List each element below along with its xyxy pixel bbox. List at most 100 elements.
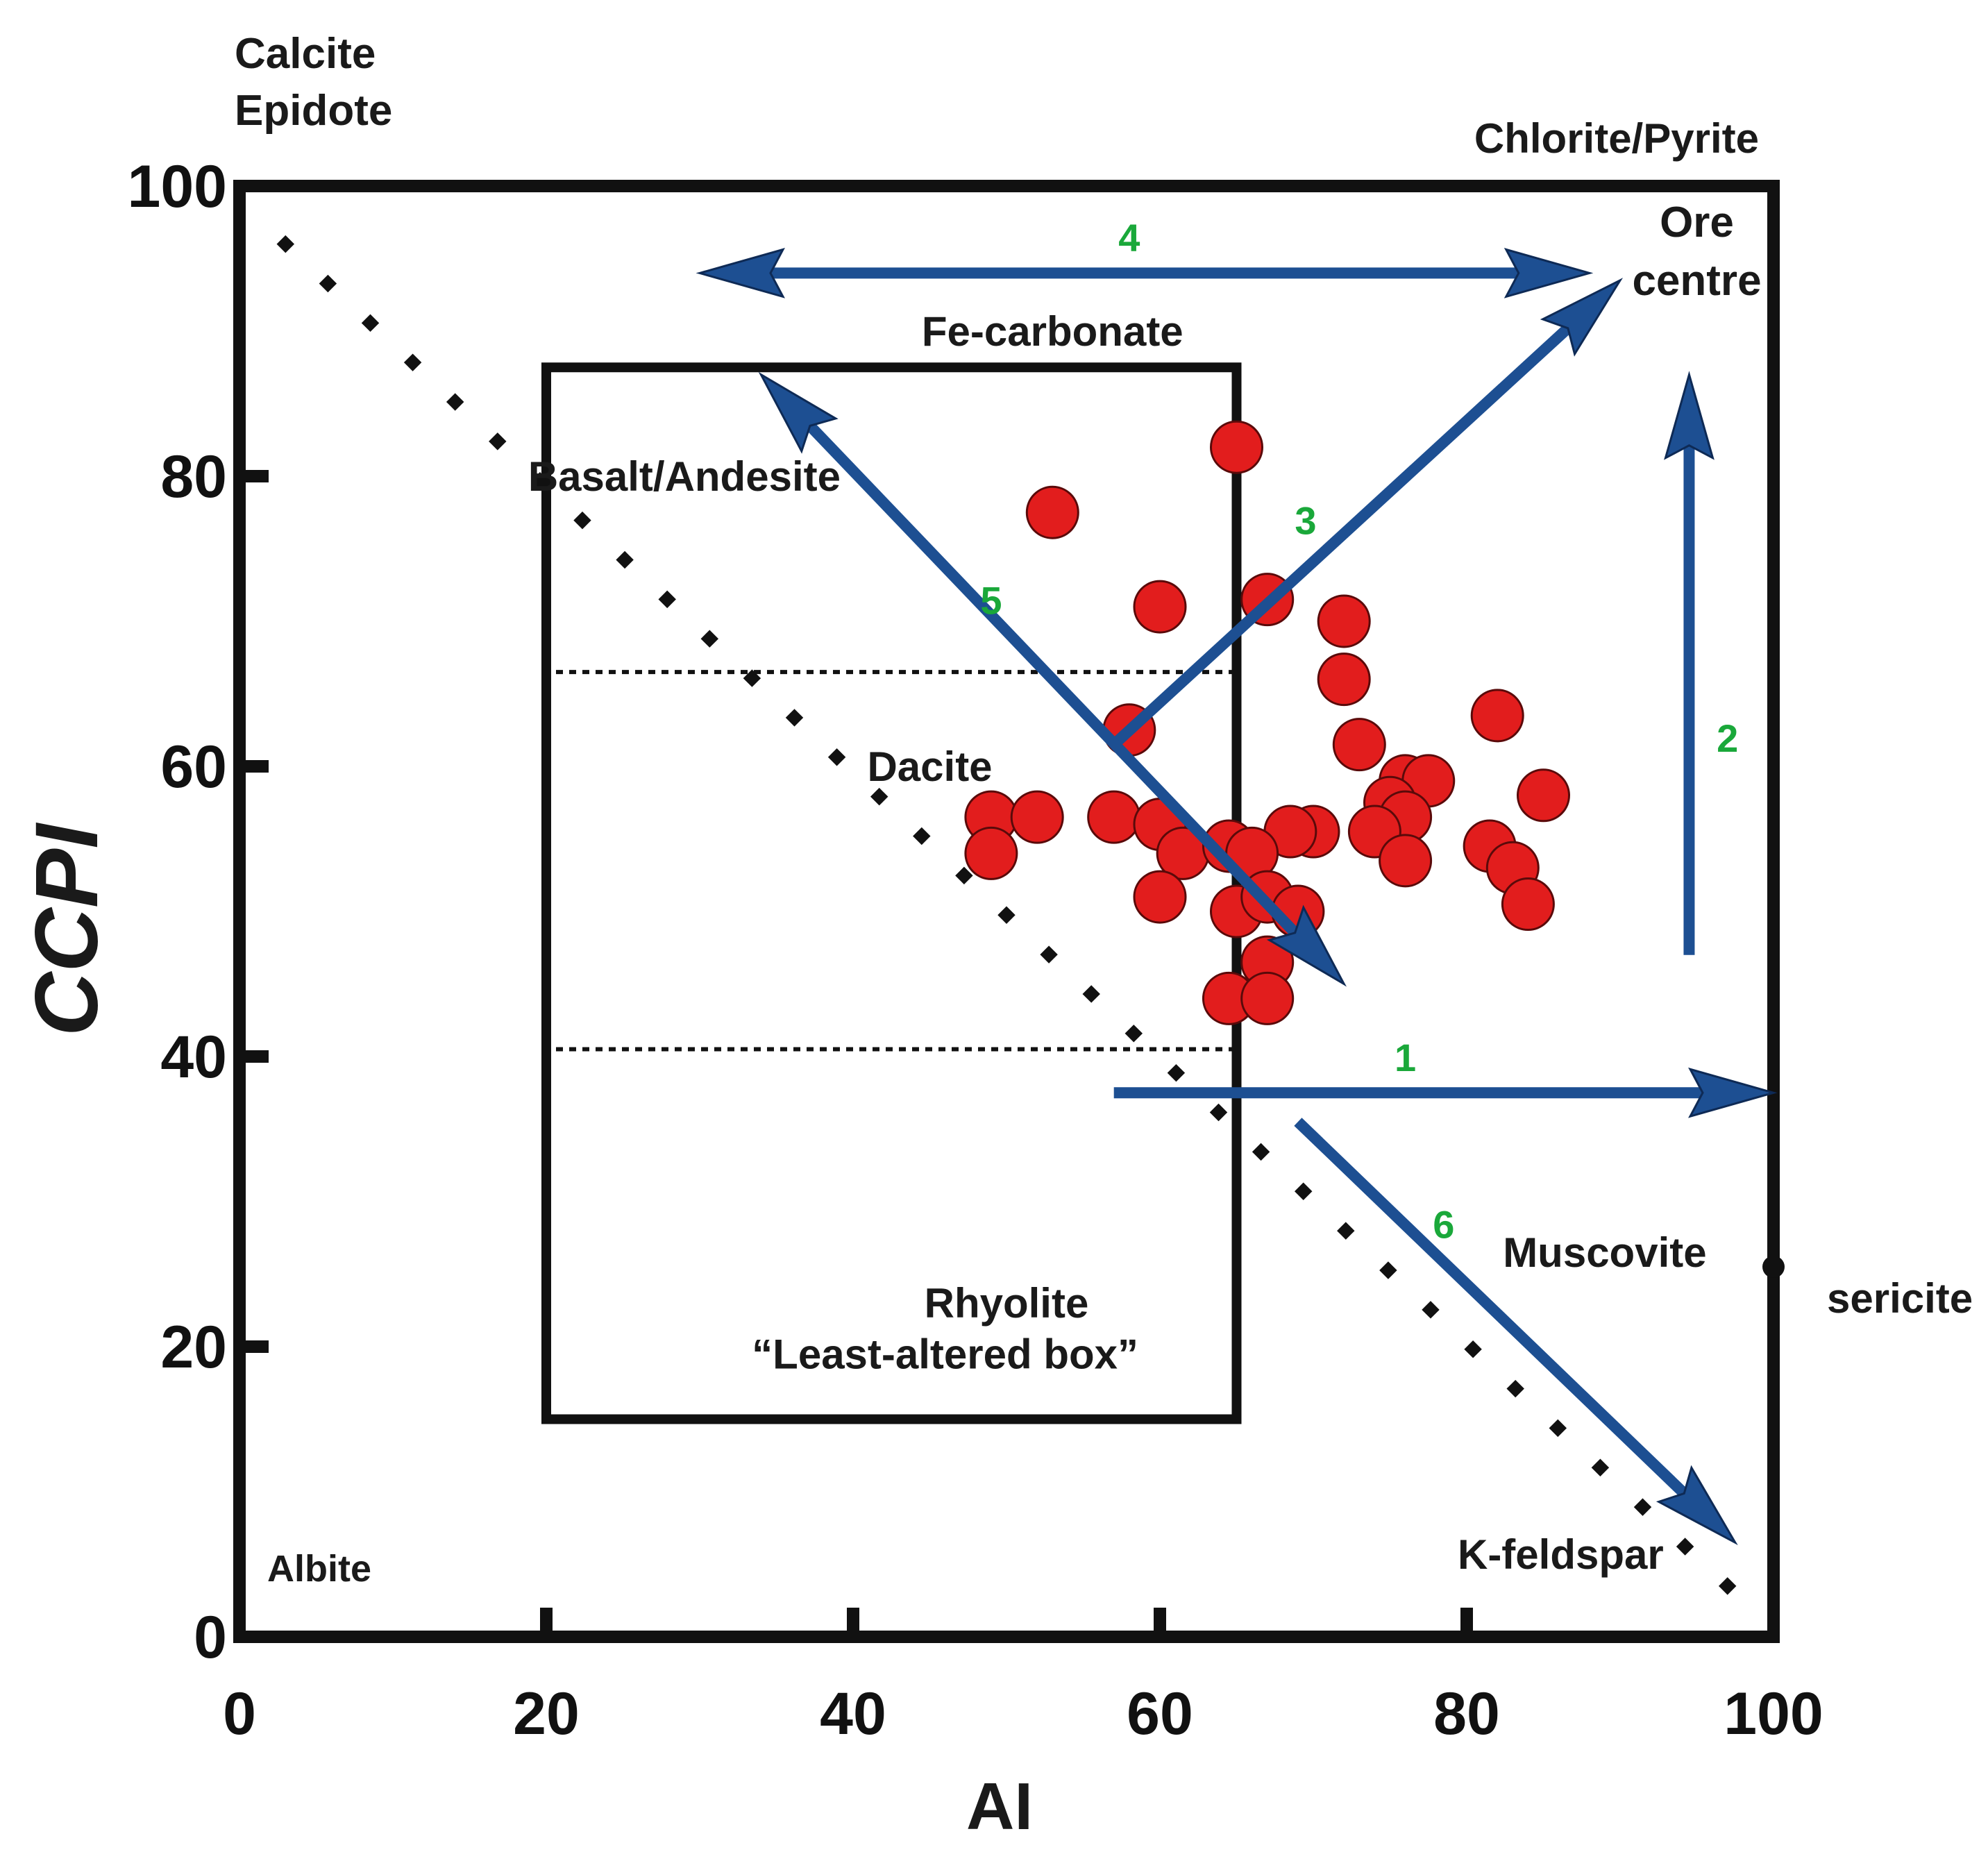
axis-ticks: 0 20 40 60 80 100 0 20 40 60 80 100 — [128, 153, 1823, 1747]
arrow-number-label: 2 — [1717, 716, 1738, 760]
arrow-head — [1664, 371, 1715, 460]
trend-dot — [913, 827, 931, 845]
region-label-ore: Ore — [1660, 199, 1734, 246]
trend-dot — [403, 353, 422, 371]
arrow-head — [1266, 904, 1347, 987]
alteration-vectors: 1 2 3 4 5 6 — [696, 216, 1778, 1545]
arrow-shaft — [800, 416, 1305, 943]
y-tick-label: 40 — [160, 1024, 227, 1091]
trend-dot — [276, 235, 295, 253]
trend-dot — [785, 709, 804, 727]
sample-points — [964, 420, 1570, 1025]
y-tick-label: 60 — [160, 734, 227, 800]
trend-dot — [1082, 985, 1100, 1003]
trend-dot — [1676, 1538, 1694, 1556]
trend-dot — [1464, 1340, 1482, 1358]
arrow-shaft — [1294, 1118, 1694, 1504]
trend-dot — [1124, 1025, 1143, 1043]
trend-dot — [361, 314, 380, 332]
arrow-head — [758, 371, 839, 454]
sample-point — [1087, 790, 1141, 844]
sample-point — [1379, 834, 1433, 888]
arrow-shaft — [1110, 318, 1578, 749]
trend-dot — [446, 393, 464, 411]
arrow-number-label: 4 — [1118, 216, 1140, 260]
trend-dot — [1718, 1577, 1737, 1595]
alteration-arrow-4 — [696, 248, 1594, 298]
trend-dot — [1506, 1379, 1524, 1398]
sample-point — [1240, 971, 1295, 1025]
y-tick-label: 80 — [160, 444, 227, 510]
sample-point — [1470, 689, 1524, 743]
arrow-number-label: 6 — [1433, 1202, 1454, 1246]
trend-dot — [1549, 1419, 1567, 1438]
trend-dot — [700, 630, 719, 648]
sample-point — [1332, 718, 1386, 772]
corner-label-chlorite-pyrite: Chlorite/Pyrite — [1474, 115, 1759, 162]
region-label-dacite: Dacite — [867, 743, 992, 790]
sample-point — [1210, 420, 1263, 474]
arrow-head — [696, 248, 785, 298]
sample-point — [1317, 594, 1371, 648]
region-label-least-altered-box: “Least-altered box” — [752, 1331, 1138, 1377]
x-tick-label: 60 — [1127, 1681, 1193, 1747]
sample-point — [1010, 790, 1064, 844]
corner-label-k-feldspar: K-feldspar — [1458, 1531, 1664, 1578]
trend-dot — [827, 748, 846, 766]
alteration-arrow-6 — [1294, 1118, 1738, 1545]
sample-point — [964, 826, 1018, 880]
corner-label-albite: Albite — [267, 1548, 371, 1590]
alteration-arrow-2 — [1664, 371, 1715, 955]
trend-dot — [1252, 1143, 1270, 1161]
least-altered-box — [541, 362, 1242, 1424]
trend-dot — [1294, 1182, 1313, 1200]
alteration-arrow-5 — [758, 371, 1347, 987]
trend-dot — [1337, 1222, 1355, 1240]
x-tick-label: 0 — [223, 1681, 256, 1747]
least-altered-box-outline — [541, 362, 1242, 1424]
region-label-rhyolite: Rhyolite — [925, 1280, 1089, 1327]
sample-point — [1025, 485, 1079, 539]
alteration-arrow-1 — [1113, 1067, 1778, 1118]
trend-dot — [1422, 1301, 1440, 1319]
sample-point — [1133, 870, 1187, 924]
x-tick-label: 20 — [513, 1681, 580, 1747]
arrow-number-label: 1 — [1395, 1036, 1416, 1079]
trend-dot — [1040, 945, 1058, 963]
arrow-head — [1688, 1067, 1778, 1118]
x-tick-label: 40 — [820, 1681, 886, 1747]
y-tick-label: 20 — [160, 1314, 227, 1381]
arrow-head — [1656, 1465, 1738, 1545]
label-sericite: sericite — [1827, 1275, 1973, 1322]
sample-point — [1517, 768, 1570, 823]
plot-frame — [233, 180, 1780, 1643]
y-axis-title: CCPI — [17, 823, 117, 1036]
sample-point — [1501, 877, 1555, 932]
trend-dot — [997, 906, 1016, 924]
arrow-number-label: 3 — [1295, 499, 1316, 543]
x-tick-label: 100 — [1724, 1681, 1823, 1747]
region-label-fe-carbonate: Fe-carbonate — [922, 308, 1183, 355]
y-tick-label: 100 — [128, 153, 228, 220]
trend-dot — [573, 511, 591, 530]
sericite-marker — [1762, 1256, 1785, 1279]
corner-label-epidote: Epidote — [235, 87, 392, 135]
trend-dot — [1379, 1261, 1397, 1279]
sample-point — [1317, 653, 1371, 707]
arrow-head — [1503, 248, 1594, 298]
alteration-arrow-3 — [1110, 278, 1624, 749]
corner-label-calcite: Calcite — [235, 30, 376, 78]
sample-point — [1133, 580, 1187, 634]
region-label-basalt-andesite: Basalt/Andesite — [528, 453, 841, 500]
trend-dot — [1591, 1458, 1610, 1476]
trend-dot — [1209, 1103, 1228, 1122]
arrow-head — [1540, 278, 1624, 357]
trend-dot — [489, 432, 507, 451]
trend-dot — [1167, 1063, 1186, 1082]
y-tick-label: 0 — [194, 1604, 227, 1671]
trend-dot — [616, 550, 634, 569]
trend-dot — [870, 787, 888, 806]
trend-dot — [658, 590, 676, 609]
x-axis-title: AI — [966, 1769, 1033, 1844]
